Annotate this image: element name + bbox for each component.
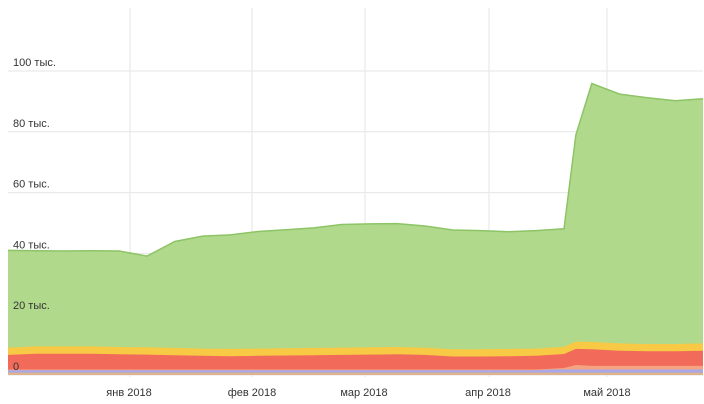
area-series-2 bbox=[8, 365, 703, 370]
y-tick-label: 40 тыс. bbox=[13, 239, 50, 251]
y-tick-label: 0 bbox=[13, 361, 19, 373]
area-series-3 bbox=[8, 348, 703, 370]
y-tick-label: 100 тыс. bbox=[13, 57, 56, 69]
y-tick-label: 80 тыс. bbox=[13, 118, 50, 130]
area-series-5-edge bbox=[7, 82, 704, 257]
area-series-4 bbox=[8, 341, 703, 357]
x-tick-label: янв 2018 bbox=[106, 387, 151, 399]
x-tick-label: май 2018 bbox=[583, 387, 630, 399]
y-tick-label: 20 тыс. bbox=[13, 300, 50, 312]
x-tick-label: апр 2018 bbox=[465, 387, 511, 399]
area-series-5 bbox=[8, 83, 703, 350]
y-tick-label: 60 тыс. bbox=[13, 179, 50, 191]
x-tick-label: фев 2018 bbox=[228, 387, 277, 399]
area-series-1 bbox=[8, 369, 703, 373]
x-tick-label: мар 2018 bbox=[340, 387, 387, 399]
